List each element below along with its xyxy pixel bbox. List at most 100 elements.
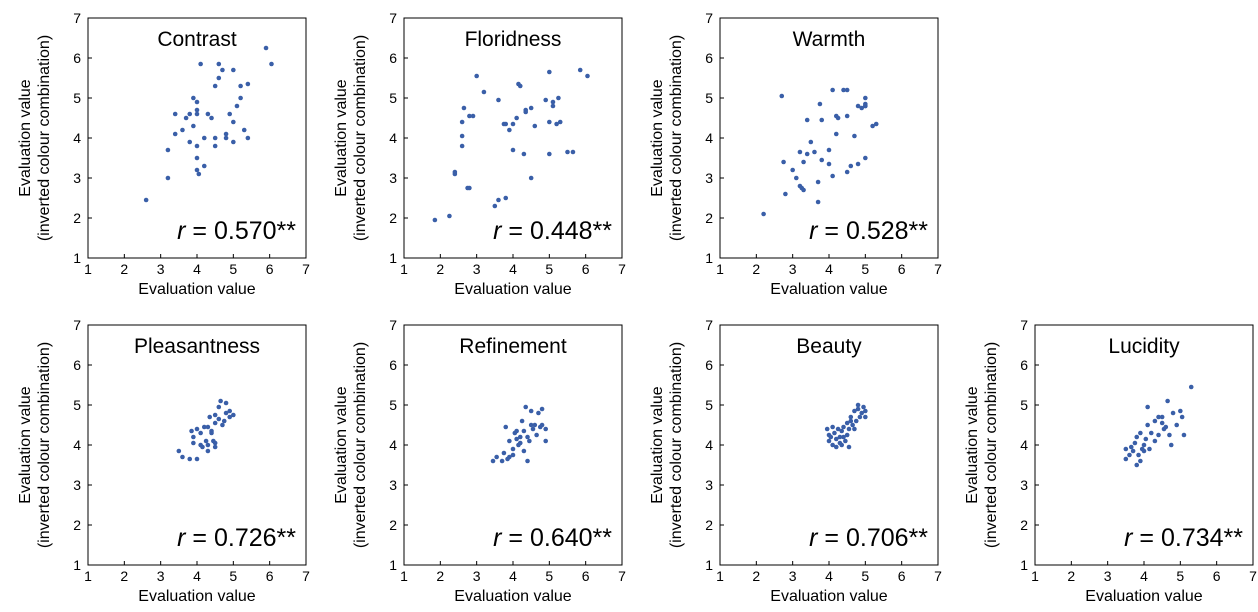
data-point	[1123, 456, 1129, 462]
data-point	[1138, 458, 1143, 464]
x-tick-label: 1	[84, 568, 92, 584]
data-point	[863, 103, 868, 109]
y-tick-label: 5	[73, 90, 81, 106]
y-tick-label: 3	[73, 477, 81, 493]
data-point	[1152, 418, 1158, 424]
x-tick-label: 1	[84, 261, 92, 277]
data-point	[547, 119, 552, 125]
data-point	[861, 404, 866, 410]
x-tick-label: 1	[716, 568, 724, 584]
x-tick-label: 1	[1031, 568, 1039, 584]
data-point	[870, 123, 875, 129]
data-point	[528, 105, 534, 111]
y-tick-label: 1	[1020, 557, 1028, 573]
x-axis-label: Evaluation value	[770, 588, 888, 605]
y-tick-label: 6	[705, 357, 713, 373]
y-tick-label: 7	[705, 10, 713, 26]
y-tick-label: 7	[389, 317, 397, 333]
data-point	[180, 454, 185, 460]
data-point	[241, 127, 247, 133]
correlation-label: r = 0.640**	[493, 524, 612, 552]
x-tick-label: 3	[1104, 568, 1112, 584]
data-point	[212, 143, 218, 149]
data-point	[201, 135, 207, 141]
data-point	[844, 87, 850, 93]
x-tick-label: 2	[752, 261, 760, 277]
data-point	[194, 456, 200, 462]
data-point	[570, 149, 576, 155]
data-point	[510, 121, 516, 127]
data-point	[543, 426, 548, 432]
data-point	[490, 458, 496, 464]
data-point	[844, 420, 850, 426]
data-point	[227, 111, 232, 117]
panel-title: Contrast	[157, 28, 237, 51]
y-tick-label: 1	[389, 557, 397, 573]
data-point	[231, 67, 236, 73]
y-tick-label: 3	[389, 170, 397, 186]
data-point	[220, 422, 225, 428]
data-point	[172, 131, 178, 137]
data-point	[557, 119, 563, 125]
data-point	[467, 113, 472, 119]
data-point	[212, 135, 218, 141]
data-point	[1123, 446, 1129, 452]
y-axis-label: (inverted colour combination)	[36, 35, 53, 241]
data-point	[815, 179, 821, 185]
data-point	[855, 161, 861, 167]
x-tick-label: 7	[302, 261, 310, 277]
x-tick-label: 6	[266, 568, 274, 584]
data-point	[1141, 442, 1147, 448]
data-point	[855, 402, 861, 408]
data-point	[459, 133, 465, 139]
data-point	[528, 175, 534, 181]
data-point	[543, 438, 548, 444]
x-tick-label: 3	[473, 568, 481, 584]
y-axis-label: Evaluation value	[649, 79, 666, 197]
data-point	[532, 123, 538, 129]
data-point	[1134, 434, 1140, 440]
data-point	[212, 444, 218, 450]
x-tick-label: 3	[157, 261, 165, 277]
data-point	[474, 73, 479, 79]
panel-title: Warmth	[793, 28, 866, 51]
data-point	[517, 83, 523, 89]
data-point	[200, 444, 205, 450]
x-axis-label: Evaluation value	[770, 281, 888, 298]
data-point	[781, 159, 786, 165]
data-point	[859, 105, 864, 111]
data-point	[220, 67, 225, 73]
data-point	[534, 432, 539, 438]
y-tick-label: 7	[705, 317, 713, 333]
y-tick-label: 2	[389, 517, 397, 533]
data-point	[461, 105, 467, 111]
data-point	[216, 75, 222, 81]
x-tick-label: 1	[400, 261, 408, 277]
data-point	[830, 424, 835, 430]
data-point	[194, 107, 200, 113]
data-point	[790, 167, 795, 173]
x-tick-label: 6	[582, 568, 590, 584]
data-point	[801, 159, 806, 165]
data-point	[165, 175, 171, 181]
data-point	[180, 127, 185, 133]
y-axis-label: (inverted colour combination)	[668, 342, 685, 548]
data-point	[503, 424, 509, 430]
data-point	[514, 436, 519, 442]
y-tick-label: 6	[389, 357, 397, 373]
y-tick-label: 7	[389, 10, 397, 26]
x-tick-label: 5	[545, 261, 553, 277]
data-point	[191, 95, 196, 101]
data-point	[833, 444, 839, 450]
data-point	[203, 438, 209, 444]
x-tick-label: 2	[120, 568, 128, 584]
y-axis-label: Evaluation value	[649, 386, 666, 504]
panel-lucidity: 1 2 3 4 5 6 7 1 2 3 4 5 6 7 Evaluation value Evaluation…	[964, 317, 1257, 605]
x-tick-label: 6	[582, 261, 590, 277]
x-tick-label: 2	[436, 568, 444, 584]
y-axis-label: (inverted colour combination)	[352, 342, 369, 548]
data-point	[209, 428, 214, 434]
data-point	[191, 434, 196, 440]
data-point	[547, 151, 552, 157]
data-point	[1178, 408, 1183, 414]
